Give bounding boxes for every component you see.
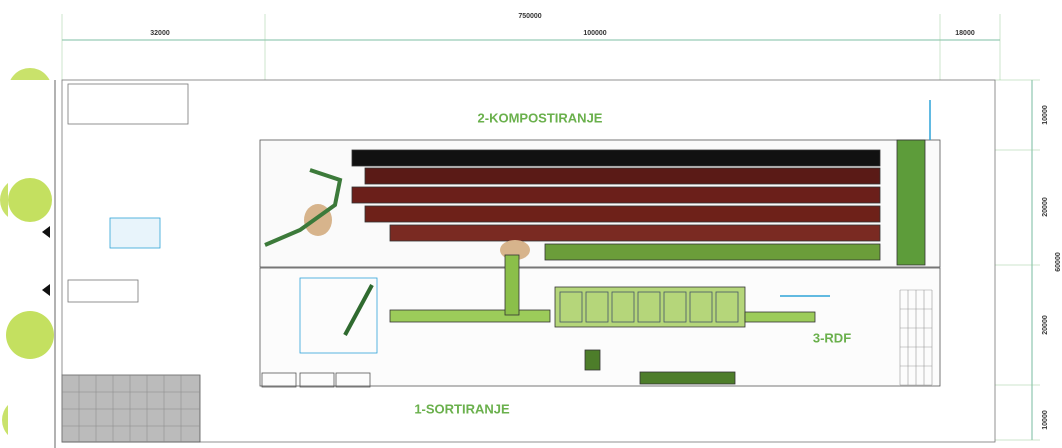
- tree: [6, 311, 54, 359]
- office: [68, 84, 188, 124]
- conveyor: [390, 310, 550, 322]
- storage: [585, 350, 600, 370]
- conveyor: [745, 312, 815, 322]
- compost-row: [352, 187, 880, 203]
- storage: [640, 372, 735, 384]
- parking: [68, 280, 138, 302]
- compost-row: [545, 244, 880, 260]
- width-segment: 18000: [955, 30, 975, 37]
- width-segment: 100000: [583, 30, 606, 37]
- road: [8, 80, 54, 448]
- compost-row: [365, 168, 880, 184]
- zone-label: 3-RDF: [813, 330, 851, 345]
- tree: [8, 178, 52, 222]
- total-height: 60000: [1055, 252, 1062, 272]
- conveyor: [505, 255, 519, 315]
- workshop: [62, 375, 200, 442]
- site-plan: 750000 32000 100000 18000 10000 20000 20…: [0, 0, 1062, 448]
- height-segment: 20000: [1042, 197, 1049, 217]
- height-segment: 20000: [1042, 315, 1049, 335]
- height-segment: 10000: [1042, 410, 1049, 430]
- rdf-line: [555, 287, 745, 327]
- weighbridge: [110, 218, 160, 248]
- height-segment: 10000: [1042, 105, 1049, 125]
- total-width: 750000: [518, 13, 541, 20]
- green-strip: [897, 140, 925, 265]
- page: {"dimensions": {"top_total": "750000", "…: [0, 0, 1062, 448]
- zone-label: 1-SORTIRANJE: [414, 401, 510, 416]
- compost-row: [352, 150, 880, 166]
- width-segment: 32000: [150, 30, 170, 37]
- compost-row: [390, 225, 880, 241]
- compost-row: [365, 206, 880, 222]
- zone-label: 2-KOMPOSTIRANJE: [478, 110, 603, 125]
